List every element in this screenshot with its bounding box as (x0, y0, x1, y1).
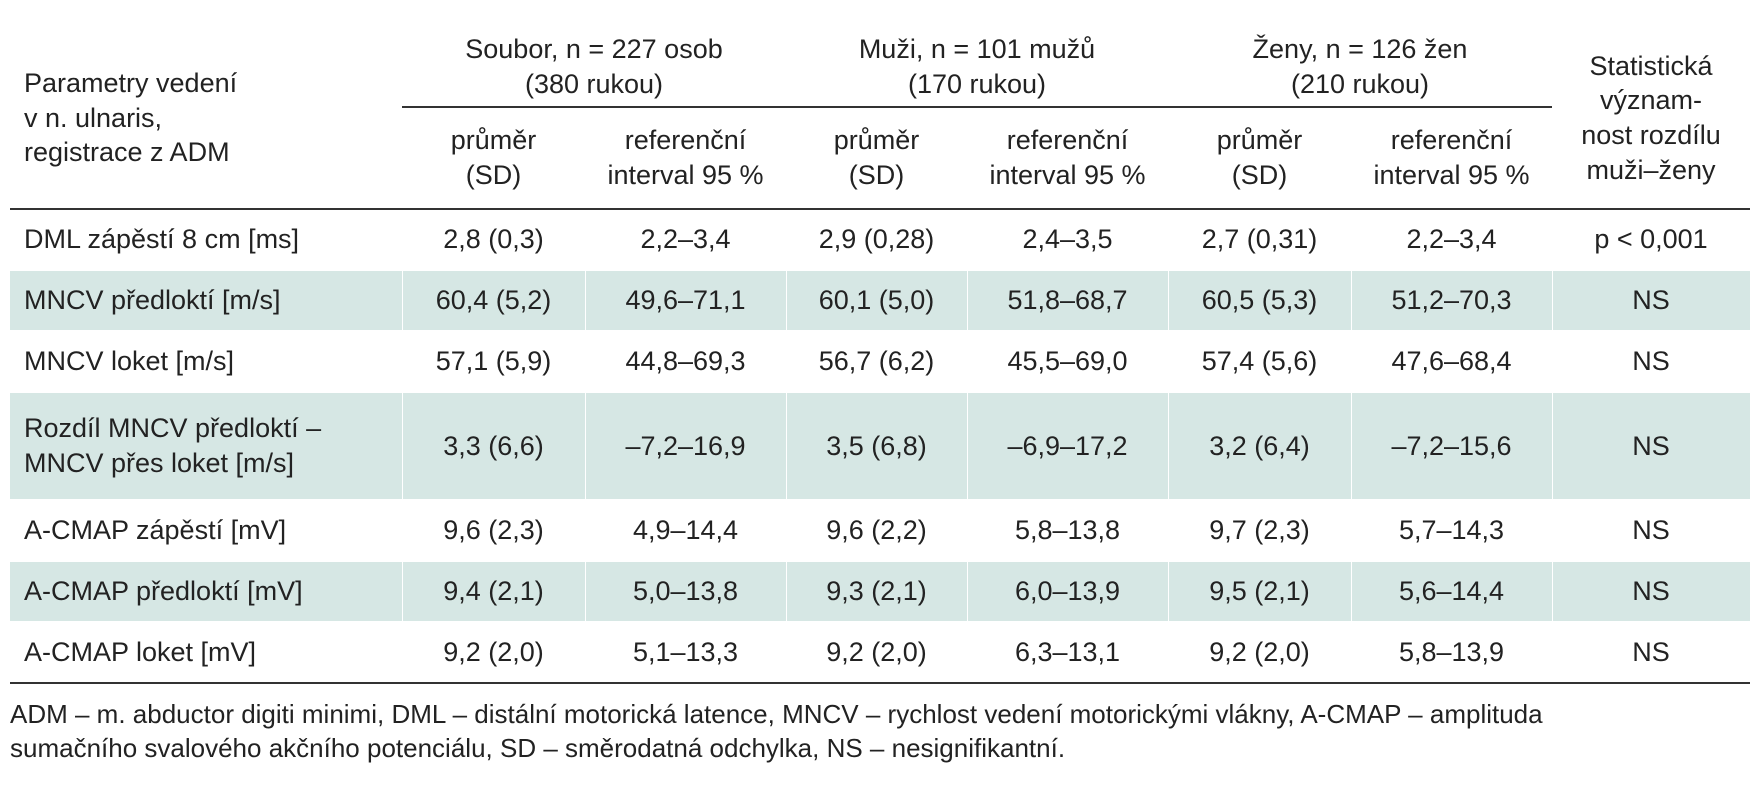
cell-men-mean: 2,9 (0,28) (786, 209, 967, 271)
table-footnote: ADM – m. abductor digiti minimi, DML – d… (10, 697, 1750, 765)
cell-women-reference: –7,2–15,6 (1351, 392, 1552, 501)
row-parameter-label: A-CMAP zápěstí [mV] (10, 500, 402, 562)
cell-women-mean: 9,2 (2,0) (1168, 622, 1351, 684)
param-header-line: Parametry vedení (24, 68, 238, 99)
table-row: A-CMAP loket [mV] 9,2 (2,0) 5,1–13,3 9,2… (10, 622, 1750, 684)
group-header-women: Ženy, n = 126 žen (210 rukou) (1168, 28, 1552, 108)
cell-all-mean: 9,6 (2,3) (402, 500, 585, 562)
cell-men-mean: 3,5 (6,8) (786, 392, 967, 501)
cell-women-mean: 9,5 (2,1) (1168, 561, 1351, 623)
cell-all-reference: 5,1–13,3 (585, 622, 786, 684)
cell-men-mean: 9,3 (2,1) (786, 561, 967, 623)
cell-women-reference: 5,7–14,3 (1351, 500, 1552, 562)
cell-women-mean: 57,4 (5,6) (1168, 331, 1351, 393)
cell-women-reference: 2,2–3,4 (1351, 209, 1552, 271)
row-parameter-label: DML zápěstí 8 cm [ms] (10, 209, 402, 271)
subheader-mean-sd: průměr (SD) (1168, 107, 1351, 210)
cell-significance: NS (1552, 561, 1750, 623)
cell-men-mean: 56,7 (6,2) (786, 331, 967, 393)
cell-men-reference: 6,0–13,9 (967, 561, 1168, 623)
table-row: A-CMAP zápěstí [mV] 9,6 (2,3) 4,9–14,4 9… (10, 500, 1750, 562)
cell-all-reference: 4,9–14,4 (585, 500, 786, 562)
cell-all-mean: 57,1 (5,9) (402, 331, 585, 393)
subheader-mean-sd: průměr (SD) (402, 107, 585, 210)
cell-all-reference: 2,2–3,4 (585, 209, 786, 271)
footnote-line: ADM – m. abductor digiti minimi, DML – d… (10, 699, 1543, 729)
cell-all-reference: 5,0–13,8 (585, 561, 786, 623)
cell-significance: NS (1552, 270, 1750, 332)
subheader-mean-sd: průměr (SD) (786, 107, 967, 210)
row-parameter-label: A-CMAP loket [mV] (10, 622, 402, 684)
subheader-reference-interval: referenční interval 95 % (1351, 107, 1552, 210)
row-parameter-label: MNCV loket [m/s] (10, 331, 402, 393)
table-row: MNCV předloktí [m/s] 60,4 (5,2) 49,6–71,… (10, 270, 1750, 332)
cell-women-mean: 3,2 (6,4) (1168, 392, 1351, 501)
cell-women-reference: 47,6–68,4 (1351, 331, 1552, 393)
param-column-header: Parametry vedení v n. ulnaris, registrac… (10, 28, 402, 210)
table-row: MNCV loket [m/s] 57,1 (5,9) 44,8–69,3 56… (10, 331, 1750, 393)
row-parameter-label: Rozdíl MNCV předloktí – MNCV přes loket … (10, 392, 402, 501)
significance-column-header: Statistická význam- nost rozdílu muži–že… (1552, 28, 1750, 210)
subheader-reference-interval: referenční interval 95 % (585, 107, 786, 210)
row-parameter-label: A-CMAP předloktí [mV] (10, 561, 402, 623)
cell-men-reference: 5,8–13,8 (967, 500, 1168, 562)
cell-men-reference: 51,8–68,7 (967, 270, 1168, 332)
cell-women-mean: 60,5 (5,3) (1168, 270, 1351, 332)
cell-all-mean: 9,2 (2,0) (402, 622, 585, 684)
cell-significance: NS (1552, 622, 1750, 684)
reference-table-container: Parametry vedení v n. ulnaris, registrac… (10, 28, 1750, 684)
group-header-all: Soubor, n = 227 osob (380 rukou) (402, 28, 786, 108)
cell-all-mean: 3,3 (6,6) (402, 392, 585, 501)
cell-significance: NS (1552, 392, 1750, 501)
cell-all-reference: –7,2–16,9 (585, 392, 786, 501)
group-header-men: Muži, n = 101 mužů (170 rukou) (786, 28, 1168, 108)
subheader-reference-interval: referenční interval 95 % (967, 107, 1168, 210)
cell-significance: NS (1552, 331, 1750, 393)
cell-women-mean: 2,7 (0,31) (1168, 209, 1351, 271)
cell-women-reference: 5,6–14,4 (1351, 561, 1552, 623)
cell-significance: NS (1552, 500, 1750, 562)
cell-men-reference: 2,4–3,5 (967, 209, 1168, 271)
cell-all-mean: 9,4 (2,1) (402, 561, 585, 623)
cell-all-reference: 49,6–71,1 (585, 270, 786, 332)
cell-women-mean: 9,7 (2,3) (1168, 500, 1351, 562)
reference-values-table: Parametry vedení v n. ulnaris, registrac… (10, 28, 1750, 684)
param-header-line: v n. ulnaris, (24, 102, 163, 133)
cell-men-reference: 6,3–13,1 (967, 622, 1168, 684)
row-parameter-label: MNCV předloktí [m/s] (10, 270, 402, 332)
table-row: A-CMAP předloktí [mV] 9,4 (2,1) 5,0–13,8… (10, 561, 1750, 623)
cell-men-mean: 9,2 (2,0) (786, 622, 967, 684)
cell-significance: p < 0,001 (1552, 209, 1750, 271)
cell-men-reference: 45,5–69,0 (967, 331, 1168, 393)
cell-men-mean: 60,1 (5,0) (786, 270, 967, 332)
cell-all-mean: 60,4 (5,2) (402, 270, 585, 332)
cell-women-reference: 5,8–13,9 (1351, 622, 1552, 684)
footnote-line: sumačního svalového akčního potenciálu, … (10, 733, 1066, 763)
cell-men-reference: –6,9–17,2 (967, 392, 1168, 501)
table-row: Rozdíl MNCV předloktí – MNCV přes loket … (10, 392, 1750, 501)
cell-women-reference: 51,2–70,3 (1351, 270, 1552, 332)
table-row: DML zápěstí 8 cm [ms] 2,8 (0,3) 2,2–3,4 … (10, 209, 1750, 271)
param-header-line: registrace z ADM (24, 137, 230, 168)
cell-men-mean: 9,6 (2,2) (786, 500, 967, 562)
cell-all-reference: 44,8–69,3 (585, 331, 786, 393)
cell-all-mean: 2,8 (0,3) (402, 209, 585, 271)
